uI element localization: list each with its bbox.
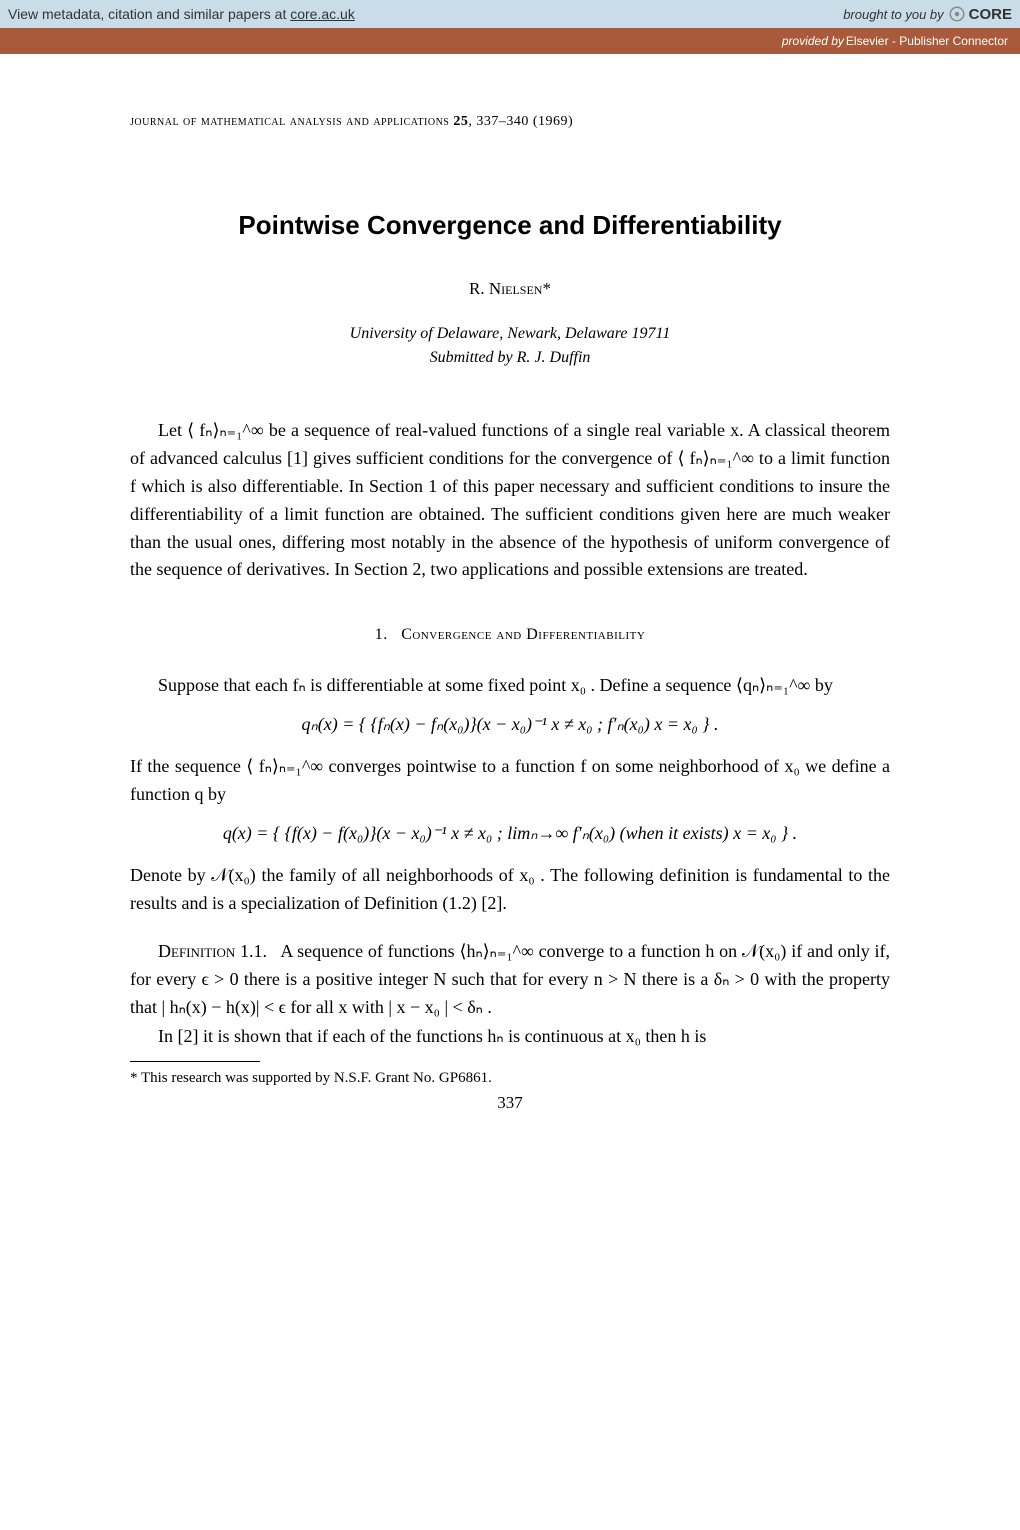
footnote: * This research was supported by N.S.F. … (130, 1068, 890, 1089)
core-logo-icon (948, 5, 966, 23)
core-brand: CORE (969, 6, 1012, 23)
intro-text: Let ⟨ fₙ⟩ₙ₌₁^∞ be a sequence of real-val… (130, 420, 890, 579)
para-4-text: In [2] it is shown that if each of the f… (158, 1026, 706, 1046)
para-1-text: Suppose that each fₙ is differentiable a… (158, 675, 833, 695)
para-1: Suppose that each fₙ is differentiable a… (130, 672, 890, 700)
author: R. Nielsen* (130, 279, 890, 299)
core-metadata-banner: View metadata, citation and similar pape… (0, 0, 1020, 28)
submitted-by: Submitted by R. J. Duffin (130, 349, 890, 367)
paper-title: Pointwise Convergence and Differentiabil… (130, 210, 890, 241)
equation-q: q(x) = { {f(x) − f(x₀)}(x − x₀)⁻¹ x ≠ x₀… (130, 823, 890, 844)
core-link[interactable]: core.ac.uk (290, 6, 355, 22)
para-3: Denote by 𝒩(x₀) the family of all neighb… (130, 862, 890, 918)
affiliation: University of Delaware, Newark, Delaware… (130, 325, 890, 343)
para-2: If the sequence ⟨ fₙ⟩ₙ₌₁^∞ converges poi… (130, 753, 890, 809)
provided-prefix: provided by (782, 34, 844, 48)
page-number: 337 (130, 1093, 890, 1113)
core-banner-prefix: View metadata, citation and similar pape… (8, 6, 290, 22)
section-1-title: Convergence and Differentiability (401, 626, 645, 643)
provider-bar: provided by Elsevier - Publisher Connect… (0, 28, 1020, 54)
journal-volume: 25 (453, 114, 468, 129)
journal-name: journal of mathematical analysis and app… (130, 114, 449, 129)
core-banner-right: brought to you by CORE (843, 5, 1012, 23)
equation-qn: qₙ(x) = { {fₙ(x) − fₙ(x₀)}(x − x₀)⁻¹ x ≠… (130, 714, 890, 735)
section-1-number: 1. (375, 626, 388, 643)
footnote-rule (130, 1061, 260, 1062)
intro-paragraph: Let ⟨ fₙ⟩ₙ₌₁^∞ be a sequence of real-val… (130, 417, 890, 584)
definition-label: Definition 1.1. (158, 941, 267, 961)
section-1-heading: 1. Convergence and Differentiability (130, 626, 890, 644)
page-content: journal of mathematical analysis and app… (0, 54, 1020, 1153)
provider-name: Elsevier - Publisher Connector (846, 34, 1008, 48)
core-brought-text: brought to you by (843, 7, 943, 22)
journal-year: (1969) (533, 114, 573, 129)
definition-1-1: Definition 1.1. A sequence of functions … (130, 938, 890, 1022)
journal-pages: 337–340 (476, 114, 529, 129)
core-banner-left: View metadata, citation and similar pape… (8, 6, 355, 22)
core-logo[interactable]: CORE (948, 5, 1012, 23)
journal-citation: journal of mathematical analysis and app… (130, 114, 890, 130)
para-4: In [2] it is shown that if each of the f… (130, 1023, 890, 1051)
